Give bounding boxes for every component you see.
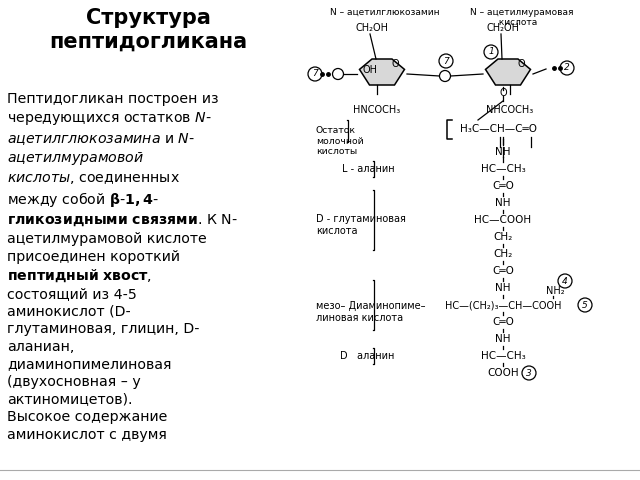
- Text: C═O: C═O: [492, 181, 514, 191]
- Circle shape: [440, 71, 451, 82]
- Text: O: O: [499, 88, 507, 98]
- Text: Структура
пептидогликана: Структура пептидогликана: [49, 8, 247, 52]
- Text: NH: NH: [495, 283, 511, 293]
- Text: N – ацетилглюкозамин: N – ацетилглюкозамин: [330, 8, 440, 17]
- Text: 5: 5: [582, 300, 588, 310]
- Text: HNCOCH₃: HNCOCH₃: [353, 105, 401, 115]
- Text: 7: 7: [312, 70, 318, 79]
- Text: CH₂OH: CH₂OH: [355, 23, 388, 33]
- Text: D - глутаминовая
кислота: D - глутаминовая кислота: [316, 214, 406, 236]
- Text: H₃C—CH—C═O: H₃C—CH—C═O: [460, 124, 537, 134]
- Text: 4: 4: [562, 276, 568, 286]
- Text: CH₂OH: CH₂OH: [486, 23, 520, 33]
- Text: HC—(CH₂)₃—CH—COOH: HC—(CH₂)₃—CH—COOH: [445, 300, 561, 310]
- Text: HC—COOH: HC—COOH: [474, 215, 532, 225]
- Polygon shape: [360, 59, 404, 85]
- Text: NH: NH: [495, 147, 511, 157]
- Text: Пептидогликан построен из
чередующихся остатков ​$\mathbf{\mathit{N}}$-
$\mathbf: Пептидогликан построен из чередующихся о…: [7, 92, 237, 442]
- Text: OH: OH: [362, 65, 378, 75]
- Text: 7: 7: [443, 57, 449, 65]
- Text: COOH: COOH: [487, 368, 519, 378]
- Text: Остаток
молочной
кислоты: Остаток молочной кислоты: [316, 126, 364, 156]
- Text: C═O: C═O: [492, 266, 514, 276]
- Text: CH₂: CH₂: [493, 249, 513, 259]
- Text: NH: NH: [495, 198, 511, 208]
- Text: NH₂: NH₂: [546, 286, 564, 296]
- Text: O: O: [391, 59, 399, 69]
- Text: CH₂: CH₂: [493, 232, 513, 242]
- Text: NHCOCH₃: NHCOCH₃: [486, 105, 534, 115]
- Text: D   аланин: D аланин: [340, 351, 394, 361]
- Text: 2: 2: [564, 63, 570, 72]
- Text: L - аланин: L - аланин: [342, 164, 395, 174]
- Polygon shape: [486, 59, 531, 85]
- Text: HC—CH₃: HC—CH₃: [481, 164, 525, 174]
- Circle shape: [333, 69, 344, 80]
- Text: C═O: C═O: [492, 317, 514, 327]
- Text: HC—CH₃: HC—CH₃: [481, 351, 525, 361]
- Text: O: O: [517, 59, 525, 69]
- Text: 3: 3: [526, 369, 532, 377]
- Text: N – ацетилмурамовая
          кислота: N – ацетилмурамовая кислота: [470, 8, 573, 27]
- Text: 1: 1: [488, 48, 494, 57]
- Text: NH: NH: [495, 334, 511, 344]
- Text: мезо– Диаминопиме–
линовая кислота: мезо– Диаминопиме– линовая кислота: [316, 301, 426, 323]
